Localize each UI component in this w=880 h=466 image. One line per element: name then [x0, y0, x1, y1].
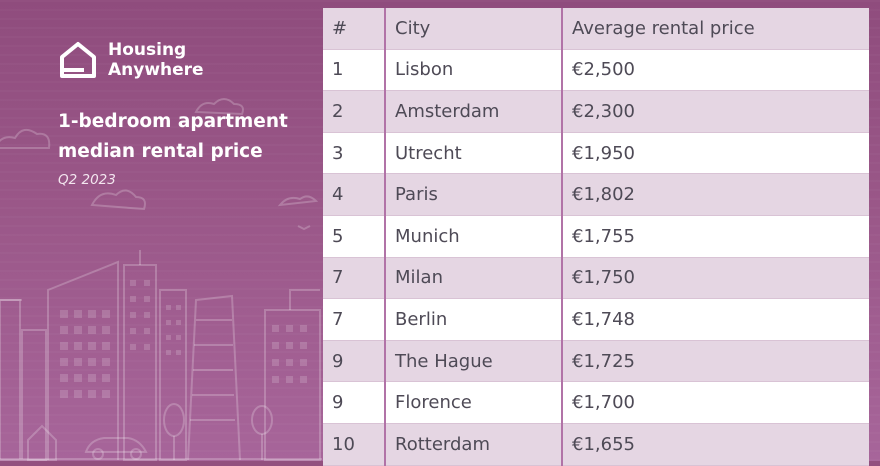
brand-name-line1: Housing — [108, 40, 187, 60]
rank-cell: 3 — [323, 132, 385, 175]
header-price: Average rental price — [561, 8, 869, 50]
table-row: 10 Rotterdam €1,655 — [323, 423, 869, 466]
price-cell: €1,950 — [561, 132, 869, 175]
rank-cell: 9 — [323, 340, 385, 383]
table-row: 4 Paris €1,802 — [323, 173, 869, 216]
table-row: 1 Lisbon €2,500 — [323, 49, 869, 92]
city-cell: The Hague — [384, 340, 562, 383]
rank-cell: 7 — [323, 298, 385, 341]
city-cell: Amsterdam — [384, 90, 562, 133]
page-title: 1-bedroom apartment median rental price — [58, 107, 288, 167]
city-cell: Berlin — [384, 298, 562, 341]
table-row: 2 Amsterdam €2,300 — [323, 90, 869, 133]
title-line1: 1-bedroom apartment — [58, 111, 288, 132]
header-rank: # — [323, 8, 385, 50]
brand-logo: Housing Anywhere — [58, 40, 204, 80]
price-cell: €1,802 — [561, 173, 869, 216]
table-row: 3 Utrecht €1,950 — [323, 132, 869, 175]
table-row: 7 Milan €1,750 — [323, 257, 869, 300]
price-cell: €2,500 — [561, 49, 869, 92]
rental-price-table: # City Average rental price 1 Lisbon €2,… — [323, 8, 869, 466]
city-cell: Paris — [384, 173, 562, 216]
rank-cell: 10 — [323, 423, 385, 466]
city-cell: Utrecht — [384, 132, 562, 175]
header-city: City — [384, 8, 562, 50]
price-cell: €2,300 — [561, 90, 869, 133]
period-label: Q2 2023 — [58, 172, 116, 188]
price-cell: €1,748 — [561, 298, 869, 341]
rank-cell: 1 — [323, 49, 385, 92]
brand-name-line2: Anywhere — [108, 60, 204, 80]
price-cell: €1,700 — [561, 381, 869, 424]
rank-cell: 7 — [323, 257, 385, 300]
brand-name: Housing Anywhere — [108, 40, 204, 80]
house-icon — [60, 42, 96, 78]
table-row: 9 Florence €1,700 — [323, 381, 869, 424]
city-cell: Lisbon — [384, 49, 562, 92]
rental-price-table-container: # City Average rental price 1 Lisbon €2,… — [323, 8, 869, 466]
city-cell: Rotterdam — [384, 423, 562, 466]
rank-cell: 2 — [323, 90, 385, 133]
city-cell: Munich — [384, 215, 562, 258]
table-row: 7 Berlin €1,748 — [323, 298, 869, 341]
title-line2: median rental price — [58, 141, 263, 162]
city-cell: Florence — [384, 381, 562, 424]
city-cell: Milan — [384, 257, 562, 300]
table-row: 5 Munich €1,755 — [323, 215, 869, 258]
price-cell: €1,725 — [561, 340, 869, 383]
rank-cell: 4 — [323, 173, 385, 216]
price-cell: €1,750 — [561, 257, 869, 300]
rank-cell: 9 — [323, 381, 385, 424]
price-cell: €1,755 — [561, 215, 869, 258]
table-row: 9 The Hague €1,725 — [323, 340, 869, 383]
table-header-row: # City Average rental price — [323, 8, 869, 50]
rank-cell: 5 — [323, 215, 385, 258]
price-cell: €1,655 — [561, 423, 869, 466]
